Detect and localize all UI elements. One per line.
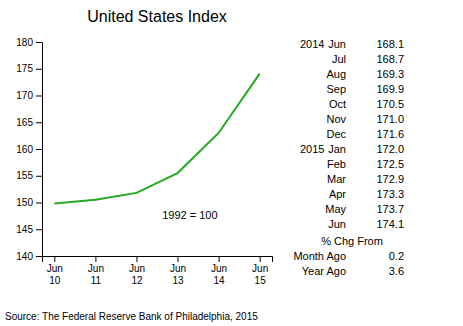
tick-mark — [36, 229, 42, 230]
tick-label: 145 — [16, 224, 33, 235]
tick-mark — [136, 256, 137, 262]
pct-chg-label: % Chg From — [321, 235, 383, 247]
table-value: 172.5 — [376, 158, 404, 170]
tick-mark — [36, 149, 42, 150]
tick: 175 — [16, 63, 42, 74]
side-table: 2014 Jun 168.1 Jul 168.7 Aug 169.3 Sep 169.9 Oct 1… — [293, 38, 404, 277]
table-value: 168.1 — [376, 38, 404, 50]
tick-mark — [260, 256, 261, 262]
tick-label: 180 — [16, 37, 33, 48]
tick-label: Jun11 — [88, 263, 104, 286]
tick-mark — [219, 256, 220, 262]
tick-mark — [36, 69, 42, 70]
tick-mark — [178, 256, 179, 262]
table-value: 172.9 — [376, 173, 404, 185]
table-value: 171.6 — [376, 128, 404, 140]
tick-label: 140 — [16, 251, 33, 262]
chart: United States Index 140 145 150 155 160 165 170… — [0, 0, 463, 326]
tick: Jun13 — [170, 256, 186, 286]
tick-mark — [36, 42, 42, 43]
tick: Jun15 — [252, 256, 268, 286]
tick: 140 — [16, 251, 42, 262]
axis-line — [36, 43, 43, 257]
pct-chg-row-label: Month Ago — [293, 250, 346, 262]
table-value: 174.1 — [376, 218, 404, 230]
tick-label: 155 — [16, 170, 33, 181]
tick-label: 150 — [16, 197, 33, 208]
table-month: Mar — [327, 173, 346, 185]
annotation: 1992 = 100 — [162, 209, 217, 221]
tick: Jun12 — [129, 256, 145, 286]
tick-label: Jun10 — [47, 263, 63, 286]
plot-area — [54, 74, 259, 204]
tick-mark — [36, 122, 42, 123]
tick: 150 — [16, 197, 42, 208]
table-value: 169.3 — [376, 68, 404, 80]
pct-chg-value: 0.2 — [389, 250, 404, 262]
table-year: 2014 — [300, 38, 324, 50]
pct-chg-row-label: Year Ago — [302, 265, 346, 277]
tick: 170 — [16, 90, 42, 101]
tick: Jun10 — [47, 256, 63, 286]
tick-label: 165 — [16, 117, 33, 128]
table-month: Jan — [328, 143, 346, 155]
table-value: 173.3 — [376, 188, 404, 200]
table-value: 169.9 — [376, 83, 404, 95]
tick-label: Jun13 — [170, 263, 186, 286]
table-year: 2015 — [300, 143, 324, 155]
table-month: Sep — [326, 83, 346, 95]
source: Source: The Federal Reserve Bank of Phil… — [5, 311, 258, 322]
table-month: Jun — [328, 218, 346, 230]
y-axis: 140 145 150 155 160 165 170 175 180 — [16, 37, 42, 262]
table-value: 173.7 — [376, 203, 404, 215]
tick: Jun11 — [88, 256, 104, 286]
table-month: Nov — [326, 113, 346, 125]
tick-mark — [54, 256, 55, 262]
tick-label: Jun15 — [252, 263, 268, 286]
table-month: Apr — [329, 188, 346, 200]
tick: Jun14 — [211, 256, 227, 286]
tick-label: 175 — [16, 63, 33, 74]
table-value: 168.7 — [376, 53, 404, 65]
pct-chg-value: 3.6 — [389, 265, 404, 277]
table-value: 171.0 — [376, 113, 404, 125]
table-month: Jul — [332, 53, 346, 65]
tick: 180 — [16, 37, 42, 48]
table-value: 170.5 — [376, 98, 404, 110]
table-month: Dec — [326, 128, 346, 140]
tick-mark — [36, 256, 42, 257]
table-month: Jun — [328, 38, 346, 50]
tick-mark — [36, 176, 42, 177]
tick-mark — [95, 256, 96, 262]
tick-mark — [36, 96, 42, 97]
table-month: Aug — [326, 68, 346, 80]
tick: 145 — [16, 224, 42, 235]
tick: 155 — [16, 170, 42, 181]
tick-label: 170 — [16, 90, 33, 101]
tick: 160 — [16, 144, 42, 155]
title: United States Index — [87, 8, 227, 25]
tick-label: Jun14 — [211, 263, 227, 286]
tick-label: 160 — [16, 144, 33, 155]
line — [54, 74, 259, 204]
tick: 165 — [16, 117, 42, 128]
table-month: May — [325, 203, 346, 215]
x-axis: Jun10 Jun11 Jun12 Jun13 Jun14 Jun15 — [43, 256, 273, 286]
table-month: Feb — [327, 158, 346, 170]
tick-mark — [36, 203, 42, 204]
tick-label: Jun12 — [129, 263, 145, 286]
table-value: 172.0 — [376, 143, 404, 155]
axis-line — [43, 257, 273, 263]
table-month: Oct — [329, 98, 346, 110]
